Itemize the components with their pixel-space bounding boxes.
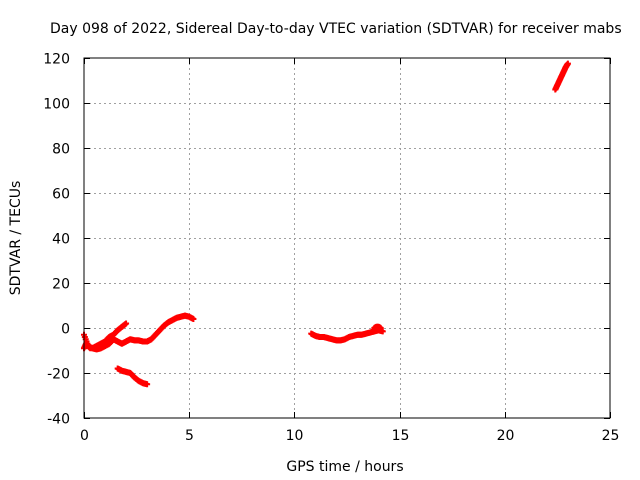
- series-arc-1: [81, 331, 151, 353]
- data-point: [123, 320, 130, 327]
- grid: [84, 58, 610, 418]
- y-tick-label: 120: [43, 52, 70, 68]
- x-axis-label: GPS time / hours: [286, 459, 403, 475]
- series-arc-8: [552, 60, 571, 93]
- data-point: [87, 345, 94, 352]
- x-tick-label: 0: [80, 428, 89, 444]
- y-axis-label: SDTVAR / TECUs: [8, 181, 24, 296]
- data-point: [190, 316, 197, 322]
- x-tick-label: 15: [392, 428, 410, 444]
- y-tick-label: -20: [47, 367, 70, 383]
- y-tick-label: 80: [52, 142, 70, 158]
- data-point: [144, 381, 151, 388]
- series-arc-6: [308, 327, 386, 344]
- x-tick-label: 25: [602, 428, 620, 444]
- chart-title: Day 098 of 2022, Sidereal Day-to-day VTE…: [50, 21, 622, 37]
- y-tick-label: -40: [47, 412, 70, 428]
- series-arc-4: [114, 365, 151, 388]
- data-point: [379, 328, 386, 335]
- y-tick-label: 20: [52, 277, 70, 293]
- data-point: [564, 60, 571, 67]
- y-tick-label: 40: [52, 232, 70, 248]
- y-tick-label: 60: [52, 187, 70, 203]
- data-point: [377, 325, 384, 331]
- data-points: [81, 60, 571, 388]
- x-tick-label: 10: [286, 428, 304, 444]
- x-tick-label: 5: [185, 428, 194, 444]
- series-arc-7: [371, 323, 384, 331]
- axis-ticks: 0 5 10 15 20 25 -40 -20 0 20 40 60 80 100 120: [43, 52, 619, 445]
- series-arc-5: [144, 312, 197, 345]
- x-tick-label: 20: [497, 428, 515, 444]
- y-tick-label: 0: [61, 322, 70, 338]
- plot-frame: [83, 57, 611, 419]
- y-tick-label: 100: [43, 97, 70, 113]
- series-arc-2: [89, 320, 130, 352]
